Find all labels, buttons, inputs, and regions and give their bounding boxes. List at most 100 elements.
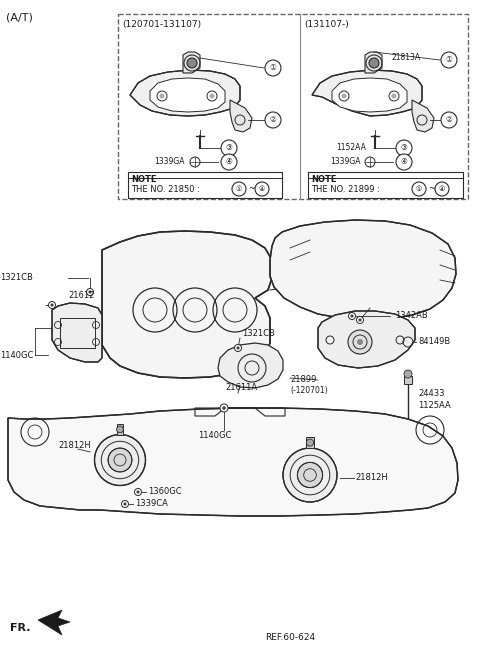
Text: (120701-131107): (120701-131107) (122, 20, 201, 29)
Polygon shape (52, 303, 102, 362)
Text: FR.: FR. (10, 623, 31, 633)
Text: 1321CB: 1321CB (0, 274, 33, 282)
Circle shape (187, 58, 197, 68)
Text: ~: ~ (428, 185, 435, 193)
Text: (-120701): (-120701) (290, 386, 328, 394)
Circle shape (48, 301, 56, 309)
Text: THE NO. 21850 :: THE NO. 21850 : (131, 185, 203, 193)
Circle shape (265, 60, 281, 76)
Text: 1339CA: 1339CA (135, 500, 168, 508)
Bar (404, 376, 412, 384)
Bar (128, 172, 282, 198)
Circle shape (95, 434, 145, 485)
Circle shape (357, 316, 363, 324)
Polygon shape (270, 220, 456, 320)
Text: ①: ① (416, 186, 422, 192)
Circle shape (348, 312, 356, 320)
Text: 1140GC: 1140GC (0, 350, 34, 360)
Text: 1321CB: 1321CB (242, 329, 275, 339)
Polygon shape (38, 610, 70, 635)
Polygon shape (230, 100, 252, 132)
Polygon shape (318, 311, 415, 368)
Circle shape (350, 314, 354, 318)
Circle shape (396, 140, 412, 156)
Circle shape (232, 182, 246, 196)
Circle shape (404, 370, 412, 378)
Circle shape (396, 154, 412, 170)
Text: 21612: 21612 (68, 291, 95, 301)
Text: 1339GA: 1339GA (155, 157, 185, 166)
Circle shape (357, 339, 363, 345)
Circle shape (348, 330, 372, 354)
Text: 1342AB: 1342AB (395, 312, 428, 320)
Text: ①: ① (445, 56, 453, 64)
Circle shape (86, 288, 94, 295)
Text: REF.60-624: REF.60-624 (265, 633, 315, 643)
Text: 21611A: 21611A (225, 383, 257, 392)
Circle shape (123, 502, 127, 506)
Circle shape (221, 140, 237, 156)
Text: ③: ③ (226, 143, 232, 153)
Text: 1152AA: 1152AA (336, 143, 366, 153)
Text: 21812H: 21812H (355, 474, 388, 483)
Polygon shape (218, 343, 283, 388)
Circle shape (435, 182, 449, 196)
Text: 24433: 24433 (418, 390, 444, 398)
Text: ①: ① (236, 186, 242, 192)
Text: ④: ④ (226, 157, 232, 166)
Text: NOTE: NOTE (311, 175, 336, 184)
Polygon shape (102, 231, 272, 378)
Circle shape (121, 500, 129, 508)
Text: NOTE: NOTE (131, 175, 156, 184)
Polygon shape (183, 52, 200, 73)
Circle shape (50, 303, 54, 307)
Text: THE NO. 21899 :: THE NO. 21899 : (311, 185, 383, 193)
Circle shape (441, 112, 457, 128)
Circle shape (117, 426, 123, 433)
Circle shape (306, 439, 313, 446)
Circle shape (136, 491, 140, 494)
Text: ②: ② (270, 115, 276, 124)
Circle shape (341, 94, 347, 98)
Text: ②: ② (445, 115, 453, 124)
Circle shape (221, 154, 237, 170)
Polygon shape (8, 408, 458, 516)
Circle shape (359, 318, 361, 322)
Text: ④: ④ (439, 186, 445, 192)
Circle shape (134, 489, 142, 495)
Text: 21899: 21899 (290, 375, 316, 384)
Text: ①: ① (270, 64, 276, 73)
Text: 1339GA: 1339GA (331, 157, 361, 166)
Circle shape (222, 406, 226, 410)
Circle shape (392, 94, 396, 98)
Text: 1360GC: 1360GC (148, 487, 181, 496)
Circle shape (235, 345, 241, 352)
Text: ③: ③ (401, 143, 408, 153)
Text: 21812H: 21812H (58, 441, 91, 449)
Circle shape (441, 52, 457, 68)
Circle shape (209, 94, 215, 98)
Polygon shape (312, 70, 422, 116)
Text: 84149B: 84149B (418, 337, 450, 346)
Circle shape (220, 404, 228, 412)
Polygon shape (412, 100, 434, 132)
Text: (131107-): (131107-) (304, 20, 349, 29)
Polygon shape (365, 52, 382, 73)
Circle shape (159, 94, 165, 98)
Text: 21813A: 21813A (392, 52, 421, 62)
Text: ④: ④ (401, 157, 408, 166)
Polygon shape (150, 78, 225, 112)
Circle shape (283, 448, 337, 502)
Text: 1125AA: 1125AA (418, 400, 451, 409)
Circle shape (265, 112, 281, 128)
Circle shape (108, 448, 132, 472)
Circle shape (88, 290, 92, 293)
Circle shape (412, 182, 426, 196)
Bar (118, 14, 468, 199)
Polygon shape (332, 78, 407, 112)
Text: ④: ④ (259, 186, 265, 192)
Text: 1140GC: 1140GC (198, 430, 232, 440)
Bar (117, 424, 123, 434)
Circle shape (298, 462, 323, 487)
Text: ~: ~ (248, 185, 255, 193)
